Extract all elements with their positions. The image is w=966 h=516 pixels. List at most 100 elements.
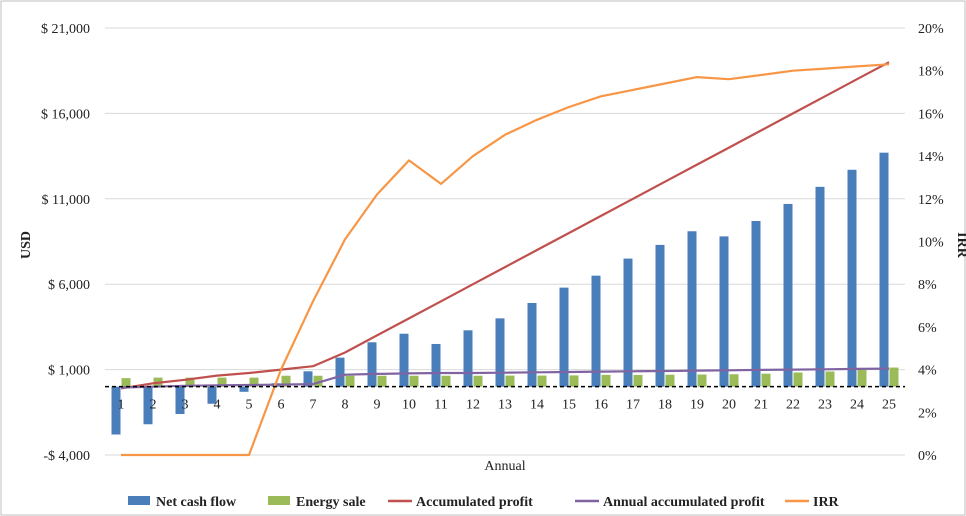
bar-net-cash-flow-25 <box>879 152 889 387</box>
bar-energy-sale-16 <box>601 374 611 387</box>
bar-energy-sale-23 <box>825 371 835 387</box>
category-label-15: 15 <box>562 398 576 413</box>
bar-net-cash-flow-1 <box>111 386 121 435</box>
bar-net-cash-flow-17 <box>623 258 633 387</box>
bar-net-cash-flow-8 <box>335 357 345 387</box>
bar-energy-sale-15 <box>569 375 579 387</box>
bar-net-cash-flow-13 <box>495 318 505 387</box>
category-label-14: 14 <box>530 398 544 413</box>
category-label-20: 20 <box>722 398 736 413</box>
category-label-19: 19 <box>690 398 704 413</box>
category-label-3: 3 <box>182 398 189 413</box>
legend-label-irr: IRR <box>813 495 840 510</box>
y2-tick-label-7: 14% <box>918 150 944 165</box>
category-label-16: 16 <box>594 398 608 413</box>
bar-energy-sale-25 <box>889 367 899 387</box>
bar-net-cash-flow-24 <box>847 169 857 387</box>
bar-energy-sale-19 <box>697 374 707 387</box>
bar-energy-sale-8 <box>345 375 355 387</box>
bar-net-cash-flow-16 <box>591 275 601 387</box>
bar-energy-sale-17 <box>633 374 643 387</box>
legend-label-net-cash-flow: Net cash flow <box>156 495 237 510</box>
category-label-21: 21 <box>754 398 768 413</box>
category-label-1: 1 <box>118 398 125 413</box>
legend-label-annual-accumulated-profit: Annual accumulated profit <box>603 495 765 510</box>
bar-energy-sale-1 <box>121 378 131 387</box>
bar-net-cash-flow-21 <box>751 221 761 387</box>
bar-net-cash-flow-18 <box>655 244 665 387</box>
bar-net-cash-flow-4 <box>207 386 217 404</box>
bar-energy-sale-21 <box>761 373 771 387</box>
bar-energy-sale-3 <box>185 377 195 387</box>
bar-net-cash-flow-15 <box>559 287 569 387</box>
y2-tick-label-10: 20% <box>918 22 944 37</box>
y2-tick-label-2: 4% <box>918 364 937 379</box>
bar-energy-sale-18 <box>665 374 675 387</box>
bar-net-cash-flow-11 <box>431 343 441 387</box>
category-label-2: 2 <box>150 398 157 413</box>
bar-energy-sale-4 <box>217 377 227 387</box>
category-label-9: 9 <box>374 398 381 413</box>
bar-net-cash-flow-2 <box>143 386 153 425</box>
line-irr <box>121 63 890 457</box>
y-tick-label-0: -$ 4,000 <box>43 449 90 464</box>
bar-energy-sale-11 <box>441 375 451 387</box>
y-tick-label-2: $ 6,000 <box>48 278 90 293</box>
category-label-11: 11 <box>434 398 447 413</box>
y2-tick-label-3: 6% <box>918 321 937 336</box>
legend-swatch-net-cash-flow <box>128 496 150 505</box>
bar-energy-sale-20 <box>729 374 739 387</box>
legend: Net cash flow Energy sale Accumulated prof… <box>128 495 840 510</box>
y-axis-title: USD <box>19 231 34 259</box>
legend-swatch-energy-sale <box>268 496 290 505</box>
series-lines <box>120 61 890 457</box>
y-tick-label-3: $ 11,000 <box>42 193 90 208</box>
category-label-13: 13 <box>498 398 512 413</box>
category-label-10: 10 <box>402 398 416 413</box>
line-annual-accumulated-profit <box>120 367 890 389</box>
bar-net-cash-flow-10 <box>399 333 409 387</box>
bar-net-cash-flow-23 <box>815 186 825 387</box>
y-tick-label-4: $ 16,000 <box>41 107 90 122</box>
bar-energy-sale-14 <box>537 375 547 387</box>
category-label-25: 25 <box>882 398 896 413</box>
bar-energy-sale-5 <box>249 377 259 387</box>
category-label-12: 12 <box>466 398 480 413</box>
bar-energy-sale-7 <box>313 375 323 387</box>
category-label-22: 22 <box>786 398 800 413</box>
category-label-18: 18 <box>658 398 672 413</box>
y2-tick-label-6: 12% <box>918 193 944 208</box>
bars <box>111 152 899 435</box>
category-label-24: 24 <box>850 398 864 413</box>
bar-net-cash-flow-9 <box>367 342 377 387</box>
legend-label-energy-sale: Energy sale <box>296 495 366 510</box>
bar-energy-sale-24 <box>857 369 867 387</box>
y2-axis-ticks: 0% 2% 4% 6% 8% 10% 12% 14% 16% 18% 20% <box>918 22 944 464</box>
bar-energy-sale-9 <box>377 375 387 387</box>
legend-label-accumulated-profit: Accumulated profit <box>416 495 533 510</box>
y2-tick-label-9: 18% <box>918 65 944 80</box>
y2-tick-label-0: 0% <box>918 449 937 464</box>
y2-axis-title: IRR <box>954 232 966 259</box>
bar-energy-sale-13 <box>505 375 515 387</box>
y-tick-label-1: $ 1,000 <box>48 364 90 379</box>
line-accumulated-profit <box>120 61 890 390</box>
category-label-17: 17 <box>626 398 640 413</box>
x-axis-title: Annual <box>484 459 525 474</box>
y-tick-label-5: $ 21,000 <box>41 22 90 37</box>
category-labels: 1 2 3 4 5 6 7 8 9 10 11 12 13 14 15 16 17 18 19 20 21 22 23 24 2… <box>118 398 897 413</box>
category-label-7: 7 <box>310 398 317 413</box>
y2-tick-label-8: 16% <box>918 107 944 122</box>
bar-net-cash-flow-22 <box>783 203 793 387</box>
bar-energy-sale-12 <box>473 375 483 387</box>
bar-energy-sale-6 <box>281 375 291 387</box>
category-label-6: 6 <box>278 398 285 413</box>
bar-net-cash-flow-5 <box>239 386 249 392</box>
bar-net-cash-flow-14 <box>527 302 537 387</box>
bar-net-cash-flow-19 <box>687 231 697 387</box>
y-axis-ticks: -$ 4,000 $ 1,000 $ 6,000 $ 11,000 $ 16,000 $ … <box>41 22 90 464</box>
category-label-8: 8 <box>342 398 349 413</box>
bar-net-cash-flow-12 <box>463 330 473 387</box>
